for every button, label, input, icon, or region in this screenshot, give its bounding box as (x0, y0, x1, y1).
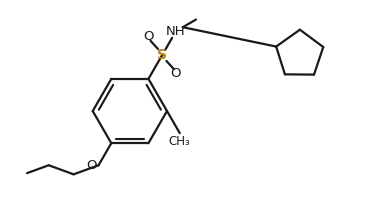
Text: CH₃: CH₃ (169, 135, 191, 147)
Text: O: O (170, 67, 181, 80)
Text: O: O (87, 159, 97, 172)
Text: S: S (157, 48, 167, 62)
Text: O: O (144, 30, 154, 43)
Text: NH: NH (166, 25, 186, 38)
